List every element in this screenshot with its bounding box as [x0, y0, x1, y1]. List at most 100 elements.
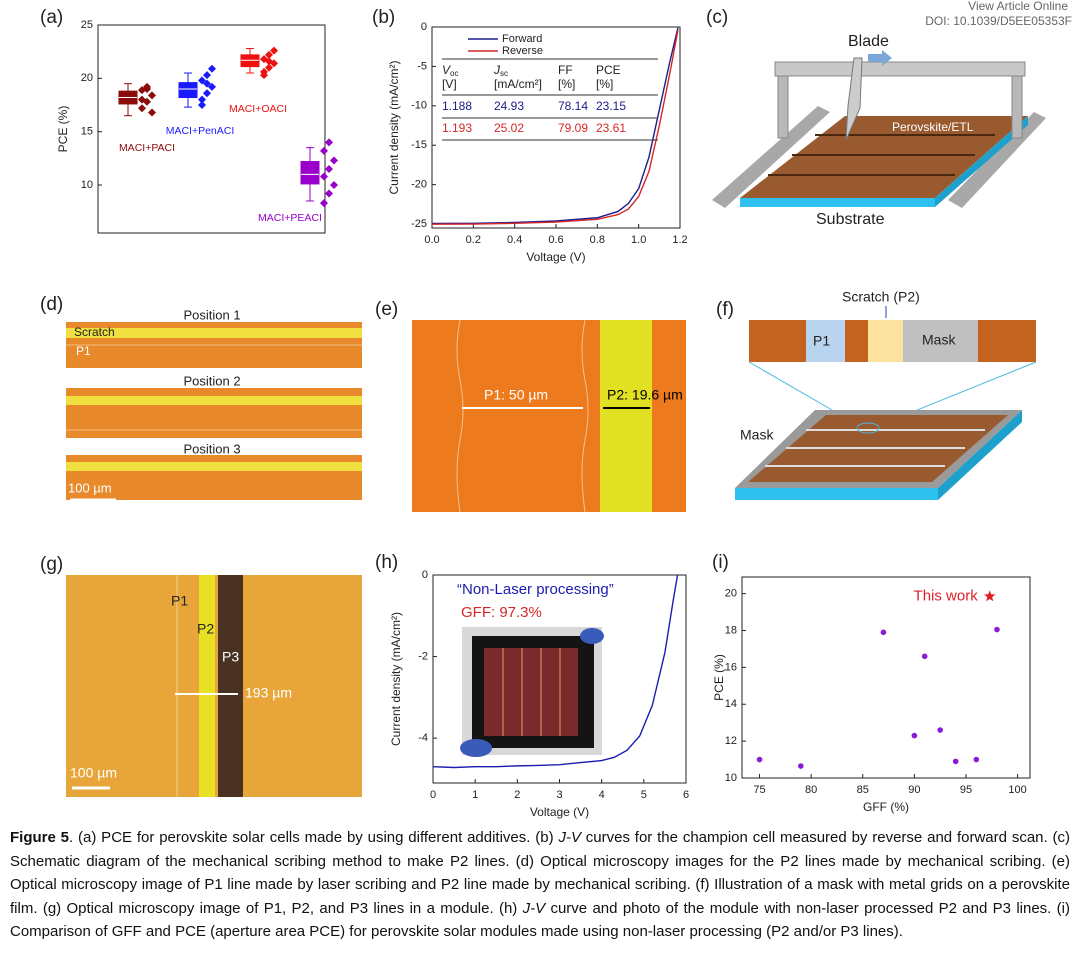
data-point: [994, 626, 1000, 633]
x-tick-label: 0.8: [590, 234, 605, 246]
header-text: PCE: [596, 63, 621, 77]
label: Position 1: [183, 307, 240, 322]
data-point: [320, 199, 328, 208]
label: 100 µm: [68, 480, 112, 495]
x-tick-label: 0.2: [466, 234, 481, 246]
plot-frame: [97, 24, 326, 234]
category-label: MACI+OACI: [229, 103, 287, 115]
panel-label: (f): [716, 299, 734, 320]
label: Blade: [848, 33, 889, 50]
x-axis-label: Voltage (V): [526, 250, 585, 264]
arrow: [868, 50, 892, 66]
highlight-label: This work: [914, 587, 979, 604]
data-point: [270, 46, 278, 55]
label: P1: 50 µm: [484, 387, 548, 403]
label: Mask: [740, 427, 774, 443]
module: [484, 648, 578, 736]
y-tick-label: 10: [725, 772, 737, 784]
x-tick-label: 100: [1008, 784, 1026, 796]
y-axis-label: Current density (mA/cm²): [389, 612, 403, 746]
data-point: [208, 82, 216, 91]
y-tick-label: -25: [411, 218, 427, 230]
plot-frame: [741, 576, 1031, 779]
label: Mask: [922, 332, 956, 348]
x-tick-label: 0: [430, 789, 436, 801]
label: Scratch: [74, 325, 115, 339]
table-cell: 1.188: [442, 99, 472, 113]
table-unit: [V]: [442, 77, 457, 91]
x-tick-label: 0.4: [507, 234, 522, 246]
data-point: [265, 57, 273, 66]
y-tick-label: 20: [81, 72, 93, 84]
label: P2: [197, 621, 214, 637]
data-point: [320, 146, 328, 155]
table-cell: 1.193: [442, 121, 472, 135]
highlight-point: [984, 590, 996, 602]
x-tick-label: 75: [753, 784, 765, 796]
data-point: [203, 89, 211, 98]
x-tick-label: 0.6: [548, 234, 563, 246]
zoom-circle: [856, 422, 880, 434]
curve: [432, 574, 679, 769]
table-cell: 78.14: [558, 99, 588, 113]
table-header: Voc: [442, 63, 458, 78]
y-tick-label: 14: [725, 698, 737, 710]
category-label: MACI+PACI: [119, 142, 175, 154]
frame-post: [1011, 75, 1023, 139]
scratch-band: [66, 462, 362, 471]
doi: DOI: 10.1039/D5EE05353F: [925, 14, 1072, 28]
x-tick-label: 85: [857, 784, 869, 796]
y-tick-label: 10: [81, 179, 93, 191]
label: Position 2: [183, 373, 240, 388]
data-point: [148, 91, 156, 100]
p1-zone: [806, 320, 845, 362]
header-text: V: [442, 63, 451, 77]
label: Perovskite/ETL: [892, 120, 974, 134]
label: 193 µm: [245, 685, 292, 701]
data-point: [265, 63, 273, 72]
mask-zone: [903, 320, 978, 362]
film: [740, 116, 1028, 198]
header-sub: oc: [450, 69, 458, 78]
legend-label: Forward: [502, 33, 542, 45]
data-point: [138, 95, 146, 104]
panel-label: (e): [375, 299, 398, 320]
p1-edge: [456, 319, 464, 513]
data-point: [138, 104, 146, 113]
y-axis-label: Current density (mA/cm²): [387, 60, 401, 194]
data-point: [203, 71, 211, 80]
view-online[interactable]: View Article Online: [968, 0, 1068, 13]
caption-label: Figure 5: [10, 829, 70, 846]
y-tick-label: -15: [411, 139, 427, 151]
data-point: [330, 156, 338, 165]
data-point: [973, 756, 980, 763]
data-point: [937, 727, 943, 733]
data-point: [325, 138, 333, 147]
y-tick-label: -4: [418, 732, 428, 744]
category-label: MACI+PEACI: [258, 212, 322, 224]
panel-label: (d): [40, 294, 63, 315]
data-point: [265, 50, 273, 59]
data-point: [143, 85, 151, 93]
data-point: [921, 653, 928, 660]
scratch-zone: [868, 320, 903, 362]
y-tick-label: 12: [725, 735, 737, 747]
label: P1: [76, 344, 91, 358]
x-tick-label: 1.2: [672, 234, 687, 246]
y-tick-label: 16: [725, 661, 737, 673]
table-unit: [%]: [596, 77, 613, 91]
p2-band: [199, 575, 215, 797]
legend-label: Reverse: [502, 45, 543, 57]
micrograph-g: P1 P2 P3 193 µm 100 µm: [66, 575, 362, 797]
label: P3: [222, 649, 239, 665]
table-cell: 24.93: [494, 99, 524, 113]
data-point: [260, 71, 268, 80]
data-point: [756, 756, 763, 763]
y-axis-label: PCE (%): [56, 106, 70, 153]
label: Position 3: [183, 441, 240, 456]
curve: [431, 27, 679, 225]
data-point: [330, 181, 338, 189]
substrate-side: [935, 116, 1028, 207]
data-point: [198, 95, 206, 104]
